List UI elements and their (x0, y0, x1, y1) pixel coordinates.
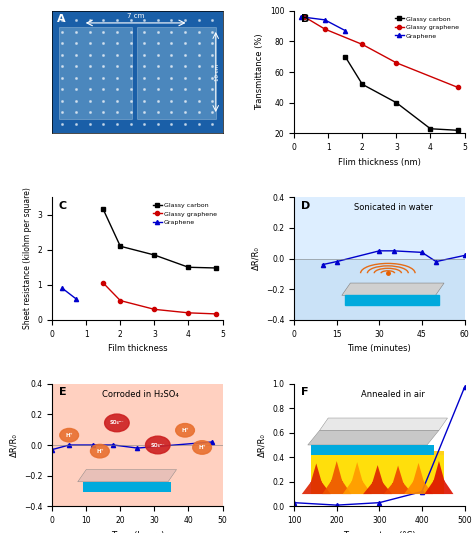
Polygon shape (383, 465, 412, 494)
Glassy graphene (301, 14, 307, 20)
Polygon shape (425, 461, 454, 494)
Glassy carbon (455, 127, 461, 133)
Text: H⁺: H⁺ (198, 445, 206, 450)
X-axis label: Film thickness: Film thickness (108, 344, 167, 353)
Glassy carbon (100, 206, 106, 213)
FancyBboxPatch shape (311, 455, 444, 494)
Polygon shape (319, 418, 447, 430)
Polygon shape (343, 462, 372, 494)
Line: Glassy graphene: Glassy graphene (101, 281, 218, 316)
Polygon shape (322, 461, 351, 494)
Text: E: E (59, 387, 66, 397)
Text: B: B (301, 14, 310, 25)
Y-axis label: ΔR/R₀: ΔR/R₀ (258, 433, 267, 457)
Text: 7 cm: 7 cm (127, 13, 144, 19)
Glassy graphene (359, 41, 365, 47)
Glassy carbon (342, 53, 348, 60)
Circle shape (91, 445, 109, 458)
Glassy graphene (100, 280, 106, 286)
Text: Corroded in H₂SO₄: Corroded in H₂SO₄ (102, 390, 179, 399)
Text: A: A (57, 14, 66, 25)
Text: H⁺: H⁺ (182, 428, 189, 433)
Circle shape (176, 424, 194, 437)
Glassy graphene (186, 310, 191, 316)
Glassy carbon (186, 264, 191, 270)
Polygon shape (308, 430, 439, 445)
Legend: Glassy carbon, Glassy graphene, Graphene: Glassy carbon, Glassy graphene, Graphene (150, 200, 219, 228)
Y-axis label: Transmittance (%): Transmittance (%) (255, 34, 264, 110)
X-axis label: Time (minutes): Time (minutes) (347, 344, 411, 353)
Glassy graphene (213, 311, 219, 317)
Glassy graphene (455, 84, 461, 91)
Bar (294, 259, 465, 320)
Polygon shape (342, 283, 444, 295)
Text: C: C (59, 201, 67, 211)
FancyBboxPatch shape (59, 27, 132, 119)
Glassy graphene (152, 306, 157, 312)
Text: F: F (301, 387, 309, 397)
Line: Graphene: Graphene (299, 15, 347, 33)
Legend: Glassy carbon, Glassy graphene, Graphene: Glassy carbon, Glassy graphene, Graphene (392, 14, 461, 41)
Glassy carbon (393, 100, 399, 106)
Glassy graphene (393, 60, 399, 66)
Glassy graphene (322, 26, 328, 33)
Text: H⁺: H⁺ (65, 433, 73, 438)
Graphene (342, 27, 348, 34)
Circle shape (193, 441, 211, 454)
X-axis label: Temperature (°C): Temperature (°C) (343, 531, 416, 533)
Polygon shape (78, 470, 176, 482)
FancyBboxPatch shape (345, 295, 439, 305)
Glassy carbon (213, 265, 219, 271)
Circle shape (60, 429, 79, 442)
Y-axis label: ΔR/R₀: ΔR/R₀ (251, 247, 260, 270)
Graphene (60, 285, 65, 292)
Polygon shape (363, 465, 392, 494)
Glassy carbon (359, 81, 365, 87)
Circle shape (146, 436, 170, 454)
Graphene (322, 17, 328, 23)
Polygon shape (404, 463, 433, 494)
Glassy carbon (118, 243, 123, 249)
Text: 10 cm: 10 cm (215, 63, 220, 80)
Graphene (73, 296, 79, 302)
Text: Sonicated in water: Sonicated in water (354, 203, 432, 212)
FancyBboxPatch shape (311, 451, 444, 494)
Line: Graphene: Graphene (60, 286, 78, 301)
Y-axis label: ΔR/R₀: ΔR/R₀ (9, 433, 18, 457)
Line: Glassy graphene: Glassy graphene (302, 15, 460, 90)
Glassy graphene (118, 297, 123, 304)
Polygon shape (302, 463, 331, 494)
Polygon shape (83, 482, 172, 491)
Glassy carbon (428, 126, 433, 132)
Y-axis label: Sheet resistance (kilohm per square): Sheet resistance (kilohm per square) (23, 188, 32, 329)
Text: SO₄²⁻: SO₄²⁻ (109, 421, 124, 425)
X-axis label: Flim thickness (nm): Flim thickness (nm) (338, 158, 421, 167)
X-axis label: Time (hours): Time (hours) (110, 531, 164, 533)
Line: Glassy carbon: Glassy carbon (343, 54, 460, 132)
Graphene (298, 14, 304, 20)
Polygon shape (311, 445, 434, 455)
Text: H⁺: H⁺ (96, 449, 104, 454)
Bar (294, 197, 465, 259)
Text: Annealed in air: Annealed in air (361, 390, 425, 399)
FancyBboxPatch shape (137, 27, 216, 119)
Line: Glassy carbon: Glassy carbon (101, 207, 218, 270)
Text: SO₄²⁻: SO₄²⁻ (150, 442, 165, 448)
Glassy carbon (152, 252, 157, 258)
Text: D: D (301, 201, 310, 211)
Circle shape (105, 414, 129, 432)
